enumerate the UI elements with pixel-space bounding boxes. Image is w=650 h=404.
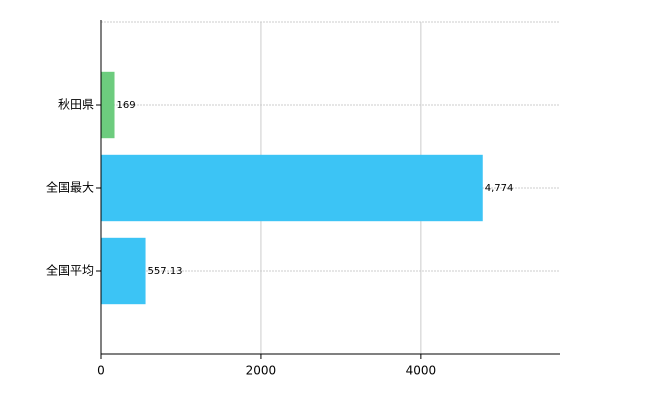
value-label: 4,774 — [485, 183, 514, 194]
x-tick-label: 2000 — [246, 364, 277, 378]
y-tick-label: 全国平均 — [46, 263, 94, 278]
value-label: 557.13 — [148, 266, 183, 277]
value-label: 169 — [117, 100, 136, 111]
x-tick-label: 0 — [97, 364, 105, 378]
bar — [101, 71, 115, 139]
bar — [101, 154, 483, 222]
x-tick-label: 4000 — [406, 364, 437, 378]
y-tick-label: 全国最大 — [46, 180, 94, 195]
y-tick-label: 秋田県 — [58, 98, 94, 112]
bar — [101, 237, 146, 305]
